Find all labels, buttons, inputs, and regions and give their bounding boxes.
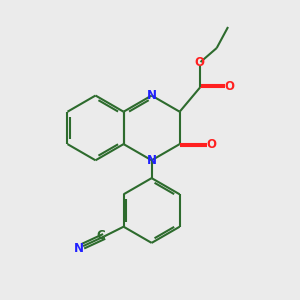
Text: N: N [147,154,157,167]
Text: O: O [224,80,234,93]
Text: O: O [194,56,204,68]
Text: N: N [74,242,84,255]
Text: N: N [147,89,157,102]
Text: C: C [97,229,106,242]
Text: O: O [207,138,217,151]
